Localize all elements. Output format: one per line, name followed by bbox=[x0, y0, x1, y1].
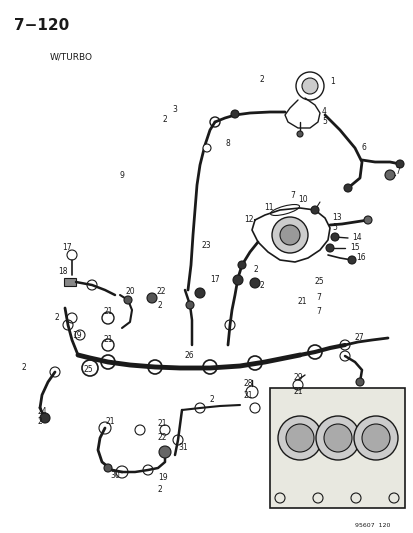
Circle shape bbox=[124, 296, 132, 304]
Text: 25: 25 bbox=[314, 278, 324, 287]
Bar bbox=[269, 388, 404, 508]
Circle shape bbox=[104, 464, 112, 472]
Circle shape bbox=[323, 424, 351, 452]
Text: 15: 15 bbox=[349, 244, 359, 253]
Circle shape bbox=[277, 416, 321, 460]
Circle shape bbox=[310, 206, 318, 214]
Text: 10: 10 bbox=[297, 196, 307, 205]
Text: 18: 18 bbox=[58, 268, 67, 277]
Text: 2: 2 bbox=[22, 364, 27, 373]
Circle shape bbox=[233, 275, 242, 285]
Text: 9: 9 bbox=[120, 171, 125, 180]
Circle shape bbox=[363, 216, 371, 224]
Text: 12: 12 bbox=[243, 215, 253, 224]
Circle shape bbox=[285, 424, 313, 452]
Text: 5: 5 bbox=[331, 223, 336, 232]
Text: 25: 25 bbox=[84, 366, 93, 375]
Text: 16: 16 bbox=[355, 254, 365, 262]
Text: 2: 2 bbox=[254, 265, 258, 274]
Circle shape bbox=[315, 416, 359, 460]
Circle shape bbox=[279, 225, 299, 245]
Text: 2: 2 bbox=[259, 76, 264, 85]
Text: W/TURBO: W/TURBO bbox=[50, 52, 93, 61]
Circle shape bbox=[353, 416, 397, 460]
Circle shape bbox=[40, 413, 50, 423]
Circle shape bbox=[361, 424, 389, 452]
Text: 2: 2 bbox=[158, 301, 162, 310]
Text: 21: 21 bbox=[104, 308, 113, 317]
Text: 2: 2 bbox=[209, 395, 214, 405]
Text: 2: 2 bbox=[158, 486, 162, 495]
Text: 11: 11 bbox=[263, 204, 273, 213]
Text: 2: 2 bbox=[163, 116, 167, 125]
Circle shape bbox=[237, 261, 245, 269]
Text: 26: 26 bbox=[185, 351, 194, 360]
Text: 29: 29 bbox=[293, 374, 303, 383]
Circle shape bbox=[185, 301, 194, 309]
Text: 22: 22 bbox=[158, 433, 167, 442]
Text: 2: 2 bbox=[259, 280, 264, 289]
Text: 20: 20 bbox=[126, 287, 135, 296]
Circle shape bbox=[230, 110, 238, 118]
Text: 6: 6 bbox=[361, 143, 366, 152]
Text: 30: 30 bbox=[110, 471, 119, 480]
Text: 17: 17 bbox=[209, 276, 219, 285]
Circle shape bbox=[330, 233, 338, 241]
Circle shape bbox=[271, 217, 307, 253]
Text: 5: 5 bbox=[321, 117, 326, 126]
Text: 8: 8 bbox=[225, 140, 230, 149]
Circle shape bbox=[195, 288, 204, 298]
Text: 22: 22 bbox=[157, 287, 166, 296]
Text: 23: 23 bbox=[202, 240, 211, 249]
Circle shape bbox=[347, 256, 355, 264]
Text: 95607  120: 95607 120 bbox=[354, 523, 389, 528]
Text: 24: 24 bbox=[38, 408, 47, 416]
Circle shape bbox=[296, 131, 302, 137]
Text: 3: 3 bbox=[171, 106, 176, 115]
Text: 7: 7 bbox=[289, 190, 294, 199]
Circle shape bbox=[355, 378, 363, 386]
Text: 2: 2 bbox=[38, 417, 43, 426]
Circle shape bbox=[202, 144, 211, 152]
Text: 4: 4 bbox=[321, 108, 326, 117]
Circle shape bbox=[301, 78, 317, 94]
Text: 17: 17 bbox=[62, 244, 71, 253]
Text: 19: 19 bbox=[158, 473, 167, 482]
Text: 7: 7 bbox=[315, 294, 320, 303]
Circle shape bbox=[384, 170, 394, 180]
Text: 21: 21 bbox=[297, 297, 307, 306]
Circle shape bbox=[159, 446, 171, 458]
Text: 19: 19 bbox=[72, 330, 81, 340]
Circle shape bbox=[147, 293, 157, 303]
Text: 21: 21 bbox=[106, 417, 115, 426]
Text: 1: 1 bbox=[329, 77, 334, 86]
Circle shape bbox=[343, 184, 351, 192]
Text: 7: 7 bbox=[394, 167, 399, 176]
Text: 31: 31 bbox=[178, 443, 187, 453]
Text: 7−120: 7−120 bbox=[14, 18, 69, 33]
Circle shape bbox=[395, 160, 403, 168]
Text: 28: 28 bbox=[243, 379, 253, 389]
Text: 21: 21 bbox=[158, 419, 167, 429]
Bar bbox=[64, 278, 76, 286]
Text: 21: 21 bbox=[243, 391, 253, 400]
Text: 21: 21 bbox=[104, 335, 113, 344]
Text: 14: 14 bbox=[351, 233, 361, 243]
Text: 21: 21 bbox=[293, 387, 303, 397]
Circle shape bbox=[325, 244, 333, 252]
Text: 2: 2 bbox=[55, 313, 59, 322]
Circle shape bbox=[249, 278, 259, 288]
Text: 27: 27 bbox=[354, 334, 364, 343]
Text: 13: 13 bbox=[331, 214, 341, 222]
Text: 7: 7 bbox=[315, 308, 320, 317]
